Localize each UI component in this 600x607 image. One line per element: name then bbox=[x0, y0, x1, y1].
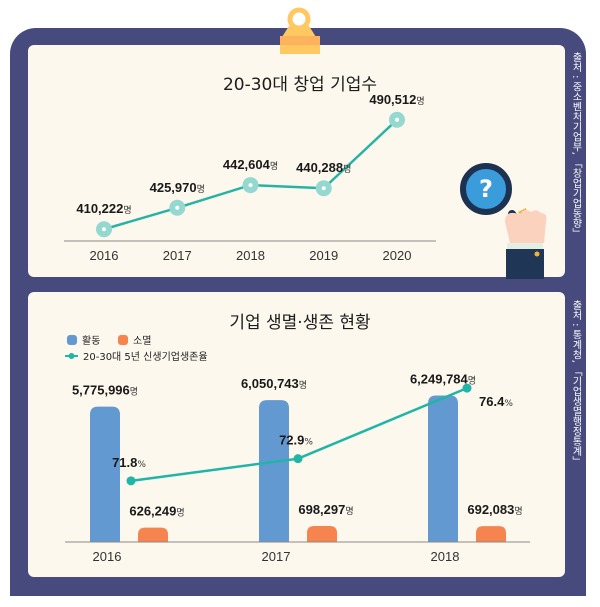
survival-point bbox=[126, 476, 136, 486]
survival-point bbox=[293, 454, 303, 464]
magnifying-glass-question-icon: ? bbox=[460, 163, 547, 279]
data-label-unit: 명 bbox=[123, 205, 131, 216]
x-tick-label: 2017 bbox=[163, 248, 192, 263]
legend-swatch-active bbox=[67, 335, 77, 345]
bar-active bbox=[259, 400, 289, 542]
legend-label-closed: 소멸 bbox=[133, 335, 151, 347]
bar-active bbox=[90, 406, 120, 542]
bar-closed bbox=[476, 526, 506, 542]
data-label: 442,604명 bbox=[223, 157, 278, 172]
data-label-unit: 명 bbox=[197, 184, 205, 195]
bar-active-label: 5,775,996명 bbox=[72, 383, 138, 398]
data-label-value: 410,222 bbox=[76, 201, 123, 216]
survival-label-unit: % bbox=[304, 438, 313, 448]
survival-label-unit: % bbox=[504, 399, 513, 409]
bar-active-label-value: 6,249,784 bbox=[410, 372, 469, 387]
bar-active-label: 6,050,743명 bbox=[241, 376, 307, 391]
bar-closed bbox=[307, 526, 337, 542]
data-point-center bbox=[102, 227, 106, 232]
x-tick-label: 2020 bbox=[383, 248, 412, 263]
svg-text:?: ? bbox=[479, 175, 493, 203]
x-tick-label: 2018 bbox=[431, 549, 460, 564]
data-label: 490,512명 bbox=[369, 92, 424, 107]
bar-active-label-unit: 명 bbox=[299, 380, 307, 391]
data-label-unit: 명 bbox=[343, 164, 351, 175]
data-label-unit: 명 bbox=[270, 161, 278, 172]
survival-label: 76.4% bbox=[479, 394, 513, 409]
x-tick-label: 2016 bbox=[90, 248, 119, 263]
x-tick-label: 2016 bbox=[93, 549, 122, 564]
x-tick-label: 2018 bbox=[236, 248, 265, 263]
data-label-value: 442,604 bbox=[223, 157, 271, 172]
data-label: 425,970명 bbox=[150, 180, 205, 195]
survival-label-value: 72.9 bbox=[279, 433, 304, 448]
data-label: 410,222명 bbox=[76, 201, 131, 216]
chart-title-startup: 20-30대 창업 기업수 bbox=[222, 75, 378, 95]
bar-active-label-unit: 명 bbox=[130, 387, 138, 398]
data-label-value: 490,512 bbox=[369, 92, 416, 107]
bar-active-label-unit: 명 bbox=[468, 376, 476, 387]
data-point-center bbox=[395, 117, 399, 122]
source-note-survival: 출처 : 통계청, 「기업생멸행정통계」 bbox=[570, 300, 581, 467]
survival-label-value: 71.8 bbox=[112, 455, 137, 470]
source-note-startup: 출처 : 중소벤처기업부, 「창업기업동향」 bbox=[570, 52, 581, 239]
bar-active-label: 6,249,784명 bbox=[410, 372, 476, 387]
clipboard-clip-icon bbox=[280, 7, 320, 54]
bar-closed-label-unit: 명 bbox=[345, 506, 353, 517]
bar-closed-label-value: 698,297 bbox=[298, 502, 345, 517]
legend-marker-survival bbox=[68, 353, 75, 359]
data-label-value: 425,970 bbox=[150, 180, 197, 195]
data-label: 440,288명 bbox=[296, 160, 351, 175]
survival-point bbox=[462, 383, 472, 393]
data-label-unit: 명 bbox=[416, 96, 424, 107]
bar-closed bbox=[138, 527, 168, 542]
legend-swatch-closed bbox=[118, 335, 128, 345]
legend-label-survival: 20-30대 5년 신생기업생존율 bbox=[83, 350, 208, 363]
data-point-center bbox=[248, 183, 253, 188]
survival-label-value: 76.4 bbox=[479, 394, 505, 409]
x-tick-label: 2019 bbox=[309, 248, 338, 263]
bar-active bbox=[428, 395, 458, 542]
data-label-value: 440,288 bbox=[296, 160, 343, 175]
bar-closed-label: 626,249명 bbox=[129, 504, 184, 519]
legend: 활동 소멸 20-30대 5년 신생기업생존율 bbox=[65, 334, 208, 363]
bar-closed-label-value: 692,083 bbox=[467, 502, 514, 517]
bar-closed-label: 692,083명 bbox=[467, 502, 522, 517]
data-point-center bbox=[321, 186, 326, 191]
chart-title-survival: 기업 생멸·생존 현황 bbox=[229, 313, 371, 333]
x-tick-label: 2017 bbox=[262, 549, 291, 564]
bar-closed-label-unit: 명 bbox=[176, 508, 184, 519]
legend-label-active: 활동 bbox=[82, 334, 100, 347]
survival-label-unit: % bbox=[137, 460, 146, 470]
bar-closed-label-unit: 명 bbox=[514, 506, 522, 517]
survival-label: 72.9% bbox=[279, 433, 313, 448]
data-point-center bbox=[175, 205, 180, 210]
bar-closed-label-value: 626,249 bbox=[129, 504, 176, 519]
bar-active-label-value: 6,050,743 bbox=[241, 376, 299, 391]
bar-active-label-value: 5,775,996 bbox=[72, 383, 130, 398]
bar-closed-label: 698,297명 bbox=[298, 502, 353, 517]
startup-count-panel bbox=[28, 45, 565, 277]
survival-label: 71.8% bbox=[112, 455, 146, 470]
